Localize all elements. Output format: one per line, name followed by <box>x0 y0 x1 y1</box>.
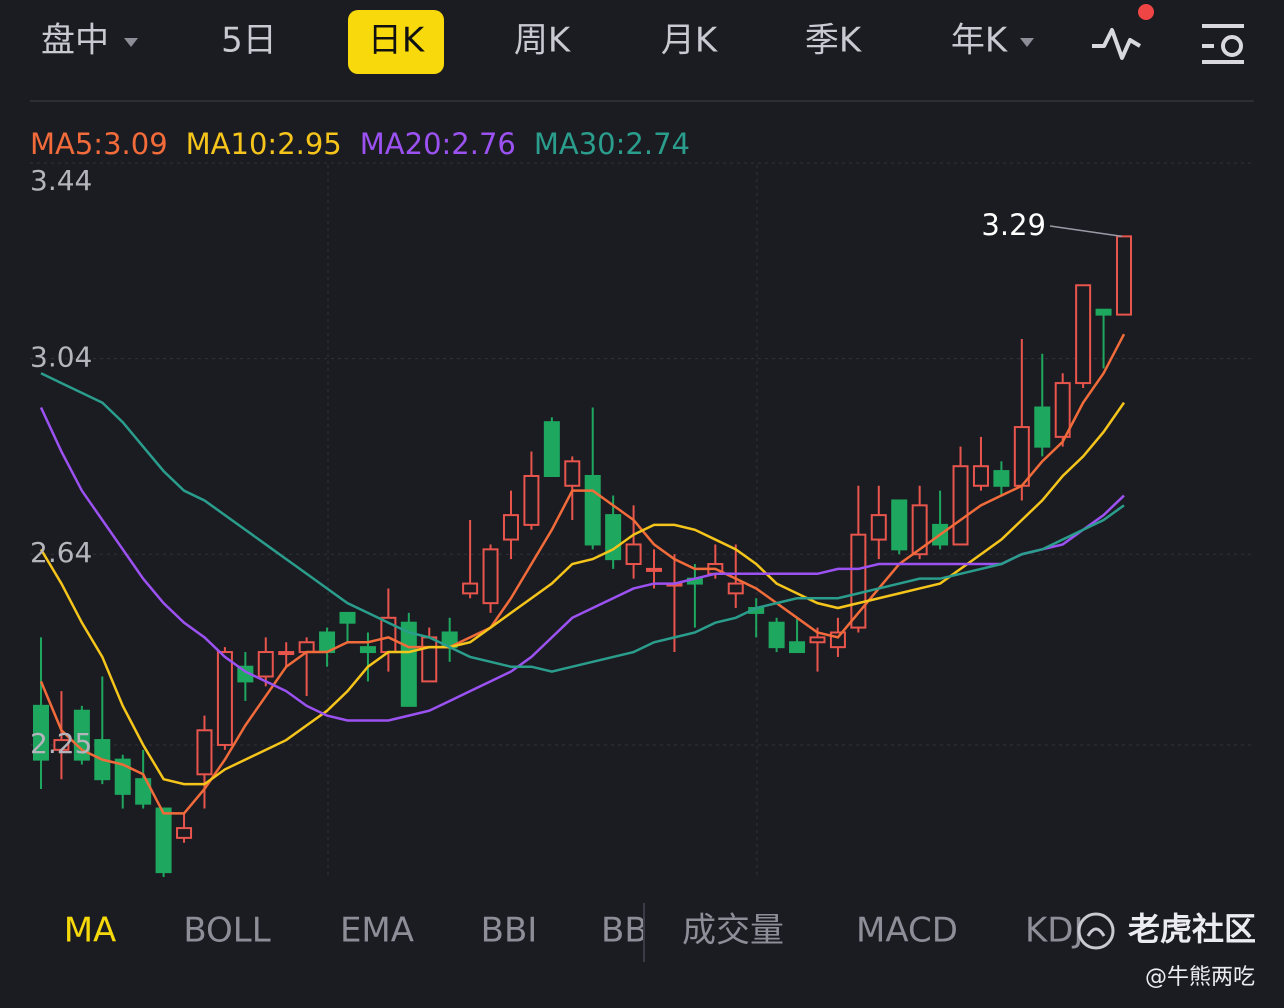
indicator-tab[interactable]: BBI <box>481 911 538 951</box>
legend-entry: MA20:2.76 <box>360 127 516 161</box>
candle-body <box>829 631 846 649</box>
candle-body <box>400 621 417 707</box>
ma-line <box>39 406 1125 722</box>
candle-body <box>870 514 887 541</box>
watermark-logo <box>1077 912 1115 950</box>
y-tick-label: 3.44 <box>30 164 92 197</box>
y-axis: 3.44 3.04 2.64 2.25 <box>30 164 92 760</box>
indicator-tab[interactable]: BB <box>601 911 648 951</box>
candle-body <box>135 778 152 805</box>
ma-line <box>39 333 1126 815</box>
candle-body <box>53 739 70 751</box>
watermark-author: @牛熊两吃 <box>1145 965 1255 990</box>
tab[interactable]: 月K <box>661 21 719 61</box>
candle-body <box>1034 406 1051 448</box>
candle-body <box>339 611 356 624</box>
legend-entry: MA30:2.74 <box>534 127 690 161</box>
candle-body <box>523 474 540 526</box>
candle-body <box>1054 382 1071 438</box>
tab[interactable]: 年K <box>951 21 1009 61</box>
ma-line <box>39 401 1126 786</box>
watermark-brand: 老虎社区 <box>1128 910 1256 948</box>
indicator-tab[interactable]: EMA <box>340 911 414 951</box>
candle-body <box>952 465 969 546</box>
watermark-logo-mark <box>1086 927 1106 937</box>
candle-body <box>727 582 744 595</box>
candle-body <box>564 460 581 487</box>
sub-tab[interactable]: KDJ <box>1025 911 1084 951</box>
candle-body <box>257 651 274 678</box>
candle-body <box>809 636 826 644</box>
candle-body <box>278 651 295 656</box>
notification-dot <box>1138 4 1154 20</box>
candle-body <box>646 567 663 572</box>
settings-icon[interactable] <box>1202 24 1244 64</box>
candle-body <box>993 470 1010 487</box>
candle-body <box>196 729 213 776</box>
y-tick-label: 2.64 <box>30 536 92 569</box>
plot: 3.29 <box>33 208 1132 877</box>
candle-body <box>543 421 560 477</box>
y-tick-label: 3.04 <box>30 341 92 374</box>
candle-body <box>114 758 131 795</box>
candle-body <box>1075 284 1092 385</box>
legend-entry: MA10:2.95 <box>186 127 342 161</box>
y-tick-label: 2.25 <box>30 727 92 760</box>
candle-body <box>216 651 233 746</box>
candle-body <box>482 548 499 605</box>
candle-body <box>298 641 315 654</box>
dropdown-arrow <box>124 38 138 47</box>
candle-body <box>1095 308 1112 316</box>
legend: MA5:3.09 MA10:2.95 MA20:2.76 MA30:2.74 <box>30 127 690 161</box>
tab-selected[interactable]: 日K <box>368 21 426 61</box>
candle-body <box>789 641 806 654</box>
dropdown-arrow <box>1020 38 1034 47</box>
sub-tab[interactable]: MACD <box>856 911 958 951</box>
candle-body <box>155 807 172 874</box>
candle-body <box>176 827 193 839</box>
candle-body <box>359 646 376 654</box>
candle-body <box>584 474 601 546</box>
candle-body <box>972 465 989 487</box>
candle-body <box>768 621 785 649</box>
indicator-tab[interactable]: BOLL <box>183 911 270 951</box>
tab[interactable]: 5日 <box>221 21 277 61</box>
ma-line <box>40 372 1125 673</box>
candle-body <box>502 514 519 541</box>
candle-body <box>625 543 642 566</box>
candle-body <box>1116 235 1132 316</box>
tab[interactable]: 季K <box>805 21 863 61</box>
high-annotation: 3.29 <box>981 208 1046 242</box>
tab[interactable]: 盘中 <box>41 21 109 61</box>
indicator-tab-selected[interactable]: MA <box>64 911 117 951</box>
candle-body <box>462 582 479 595</box>
sub-tab[interactable]: 成交量 <box>682 911 784 951</box>
candle-body <box>911 504 928 556</box>
candle-body <box>891 499 908 551</box>
candle-body <box>1013 426 1030 487</box>
tab[interactable]: 周K <box>514 21 572 61</box>
legend-entry: MA5:3.09 <box>30 127 168 161</box>
annotation-leader <box>1049 225 1123 238</box>
selected-tab-bg <box>348 10 444 74</box>
candle-body <box>33 704 49 761</box>
indicator-icon[interactable] <box>1092 28 1142 60</box>
candle-body <box>421 636 438 683</box>
